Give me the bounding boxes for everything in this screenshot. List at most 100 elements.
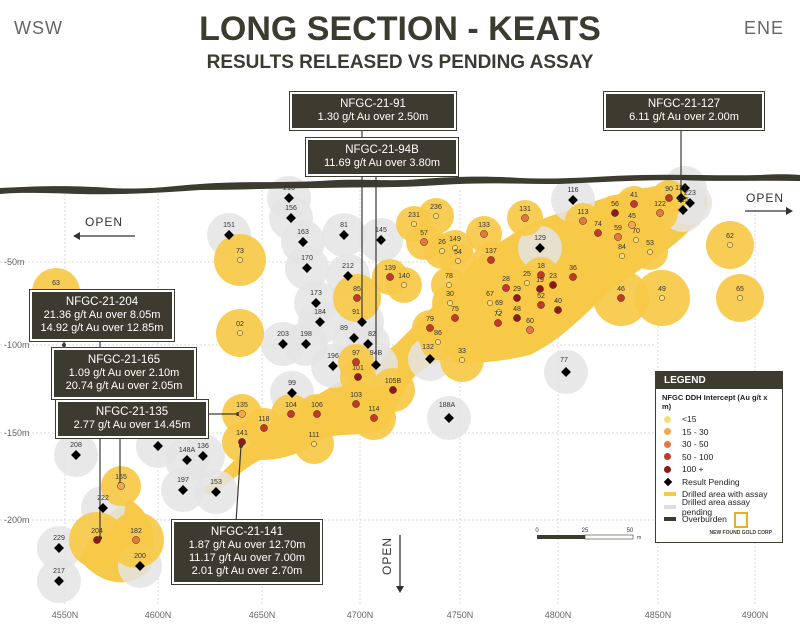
overburden-surface xyxy=(0,174,800,195)
callout-nfgc-21-204: NFGC-21-204 21.36 g/t Au over 8.05m 14.9… xyxy=(30,290,174,341)
pending-hole-marker xyxy=(371,360,381,370)
assay-hole-label: 133 xyxy=(478,222,490,229)
pending-hole-label: 223 xyxy=(684,190,696,197)
pending-hole-label: 82 xyxy=(368,331,376,338)
pending-hole-label: 170 xyxy=(301,255,313,262)
pending-hole-label: 163 xyxy=(297,229,309,236)
pending-hole-marker xyxy=(376,235,386,245)
assay-hole-label: 105B xyxy=(385,378,402,385)
callout-line: 14.92 g/t Au over 12.85m xyxy=(40,322,164,334)
callout-id: NFGC-21-135 xyxy=(95,406,169,418)
assay-hole-label: 79 xyxy=(426,316,434,323)
assay-hole-label: 46 xyxy=(617,286,625,293)
pending-hole-label: 129 xyxy=(534,235,546,242)
legend-symbol xyxy=(664,465,682,473)
assay-hole-marker xyxy=(494,319,502,327)
callout-id: NFGC-21-127 xyxy=(647,98,721,110)
assay-hole-label: 131 xyxy=(519,206,531,213)
arrow-down-icon xyxy=(396,586,404,593)
pending-hole-marker xyxy=(315,317,325,327)
pending-hole-marker xyxy=(561,367,571,377)
legend-symbol xyxy=(664,504,682,509)
callout-line: 1.09 g/t Au over 2.10m xyxy=(68,367,180,379)
callout-id: NFGC-21-94B xyxy=(345,144,419,156)
pending-hole-marker xyxy=(301,339,311,349)
assay-hole-label: 97 xyxy=(352,350,360,357)
northing-label: 4750N xyxy=(447,610,474,620)
assay-hole-marker xyxy=(452,245,458,251)
scale-bar-light xyxy=(584,534,634,540)
legend-symbol xyxy=(664,453,682,461)
assay-hole-marker xyxy=(727,242,733,248)
assay-hole-label: 59 xyxy=(614,225,622,232)
assay-hole-label: 86 xyxy=(434,330,442,337)
assay-hole-marker xyxy=(521,214,529,222)
pending-hole-label: 127 xyxy=(675,185,687,192)
callout-line: 1.87 g/t Au over 12.70m xyxy=(188,539,306,551)
callout-id: NFGC-21-91 xyxy=(340,98,406,110)
assay-hole-marker xyxy=(611,209,619,217)
legend-bar-icon xyxy=(664,504,676,509)
assay-hole-marker xyxy=(536,285,544,293)
assay-hole-marker xyxy=(459,357,465,363)
assay-hole-marker xyxy=(389,386,397,394)
callout-line: 2.01 g/t Au over 2.70m xyxy=(191,565,303,577)
pending-hole-marker xyxy=(363,339,373,349)
pending-hole-marker xyxy=(425,354,435,364)
pending-hole-label: 203 xyxy=(277,331,289,338)
callout-nfgc-21-127: NFGC-21-127 6.11 g/t Au over 2.00m xyxy=(604,92,764,130)
assay-hole-marker xyxy=(737,295,743,301)
assay-hole-marker xyxy=(619,253,625,259)
assay-hole-marker xyxy=(628,221,636,229)
pending-hole-label: 196 xyxy=(327,353,339,360)
pending-hole-label: 89 xyxy=(340,325,348,332)
assay-hole-label: 28 xyxy=(502,276,510,283)
assay-hole-label: 122 xyxy=(654,201,666,208)
assay-hole-marker xyxy=(352,400,360,408)
page-subtitle: RESULTS RELEASED VS PENDING ASSAY xyxy=(206,52,594,73)
assay-hole-label: 101 xyxy=(352,365,364,372)
pending-hole-label: 136 xyxy=(197,443,209,450)
legend-item: 15 - 30 xyxy=(656,426,782,439)
assay-hole-marker xyxy=(579,217,587,225)
callout-nfgc-21-91: NFGC-21-91 1.30 g/t Au over 2.50m xyxy=(290,92,456,130)
open-right-label: OPEN xyxy=(746,191,784,205)
pending-hole-label: 116 xyxy=(567,187,578,194)
assay-hole-label: 45 xyxy=(628,213,636,220)
pending-hole-label: 173 xyxy=(310,290,322,297)
pending-hole-label: 81 xyxy=(340,222,348,229)
callout-id: NFGC-21-204 xyxy=(65,296,139,308)
pending-hole-marker xyxy=(153,441,163,451)
assay-hole-label: 18 xyxy=(537,263,545,270)
pending-hole-label: 125 xyxy=(677,197,689,204)
pending-hole-marker xyxy=(54,543,64,553)
assay-hole-marker xyxy=(433,213,439,219)
assay-hole-marker xyxy=(537,301,545,309)
legend-item: Result Pending xyxy=(656,476,782,489)
assay-hole-label: 85 xyxy=(353,286,361,293)
pending-hole-label: 216 xyxy=(283,185,295,192)
pending-hole-marker xyxy=(198,451,208,461)
pending-hole-marker xyxy=(302,263,312,273)
legend-item: 100 + xyxy=(656,463,782,476)
open-bottom-label: OPEN xyxy=(380,537,394,575)
assay-hole-label: 84 xyxy=(618,244,626,251)
assay-hole-label: 29 xyxy=(513,286,521,293)
arrow-left-icon xyxy=(73,232,80,240)
pending-hole-marker xyxy=(535,243,545,253)
pending-hole-marker xyxy=(286,213,296,223)
assay-hole-label: 57 xyxy=(420,230,428,237)
callout-id: NFGC-21-165 xyxy=(87,354,161,366)
callout-line: 6.11 g/t Au over 2.00m xyxy=(629,111,739,123)
northing-label: 4550N xyxy=(52,610,79,620)
scale-bar-label: 50 xyxy=(627,528,634,534)
callout-line: 20.74 g/t Au over 2.05m xyxy=(65,380,183,392)
scale-bar: 0 25 50m xyxy=(535,528,641,541)
assay-hole-label: 67 xyxy=(486,291,494,298)
legend-label: <15 xyxy=(682,414,697,425)
pending-hole-label: 93 xyxy=(681,175,689,182)
legend-label: Drilled area assay pending xyxy=(681,496,750,517)
leader-end xyxy=(62,343,66,347)
assay-hole-label: 63 xyxy=(52,280,60,287)
open-arrows: OPEN OPEN OPEN xyxy=(73,191,793,593)
